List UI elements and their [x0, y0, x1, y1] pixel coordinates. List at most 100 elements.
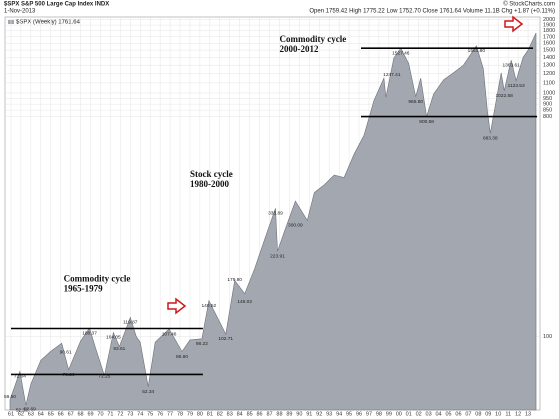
x-tick-label: 04 [436, 411, 442, 417]
y-tick-label: 800 [543, 114, 552, 120]
x-tick-label: 10 [495, 411, 501, 417]
y-tick-label: 950 [543, 96, 552, 102]
annotation-sub: 1980-2000 [190, 179, 229, 189]
price-label: 62.34 [142, 389, 154, 395]
x-tick-label: 77 [167, 411, 173, 417]
price-label: 90.61 [60, 349, 72, 355]
x-tick-label: 73 [127, 411, 133, 417]
y-tick-label: 1900 [543, 22, 555, 28]
x-tick-label: 63 [28, 411, 34, 417]
y-tick-label: 1200 [543, 71, 555, 77]
y-tick-label: 850 [543, 108, 552, 114]
price-label: 1527.46 [392, 50, 410, 56]
price-label: 1561.80 [468, 48, 486, 54]
x-tick-label: 81 [207, 411, 213, 417]
x-tick-label: 61 [8, 411, 14, 417]
x-tick-label: 11 [505, 411, 511, 417]
legend-label: $SPX (Weekly) 1761.64 [16, 20, 81, 26]
x-tick-label: 98 [376, 411, 382, 417]
x-tick-label: 06 [455, 411, 461, 417]
price-label: 119.87 [123, 320, 138, 326]
x-tick-label: 94 [336, 411, 342, 417]
y-tick-label: 1400 [543, 55, 555, 61]
x-tick-label: 91 [306, 411, 312, 417]
x-tick-label: 07 [465, 411, 471, 417]
y-tick-label: 900 [543, 102, 552, 108]
x-tick-label: 90 [296, 411, 302, 417]
x-tick-label: 71 [107, 411, 113, 417]
x-tick-label: 02 [416, 411, 422, 417]
y-tick-label: 1500 [543, 48, 555, 54]
x-tick-label: 68 [78, 411, 84, 417]
x-tick-label: 66 [58, 411, 64, 417]
y-tick-label: 1300 [543, 63, 555, 69]
x-tick-label: 12 [515, 411, 521, 417]
x-tick-label: 76 [157, 411, 163, 417]
date: 1-Nov-2013 [4, 9, 36, 15]
price-label: 107.46 [162, 331, 177, 337]
x-tick-label: 75 [147, 411, 153, 417]
x-tick-label: 00 [396, 411, 402, 417]
price-label: 223.91 [270, 254, 285, 260]
price-label: 300.09 [288, 223, 303, 229]
x-tick-label: 05 [445, 411, 451, 417]
x-tick-label: 72 [117, 411, 123, 417]
annotation-sub: 1965-1979 [64, 283, 103, 293]
price-label: 108.37 [82, 330, 97, 336]
x-tick-label: 09 [485, 411, 491, 417]
x-tick-label: 69 [87, 411, 93, 417]
y-tick-label: 1000 [543, 90, 555, 96]
x-tick-label: 84 [237, 411, 243, 417]
y-tick-label: 1800 [543, 28, 555, 34]
x-tick-label: 87 [266, 411, 272, 417]
price-label: 59.50 [4, 394, 16, 400]
x-tick-label: 88 [276, 411, 282, 417]
x-tick-label: 01 [406, 411, 412, 417]
x-tick-label: 13 [525, 411, 531, 417]
y-tick-label: 1100 [543, 80, 555, 86]
price-label: 102.71 [218, 336, 233, 342]
y-tick-label: 1700 [543, 34, 555, 40]
price-label: 1022.58 [496, 93, 514, 99]
x-tick-label: 95 [346, 411, 352, 417]
chart-title: $SPX S&P 500 Large Cap Index INDX [4, 2, 109, 8]
x-tick-label: 83 [227, 411, 233, 417]
x-tick-label: 67 [68, 411, 74, 417]
y-tick-label: 2000 [543, 17, 555, 23]
price-label: 800.58 [419, 119, 434, 125]
x-tick-label: 64 [38, 411, 44, 417]
x-tick-label: 97 [366, 411, 372, 417]
price-label: 179.80 [227, 277, 242, 283]
price-label: 140.52 [202, 303, 217, 309]
price-label: 72.04 [14, 374, 26, 380]
x-tick-label: 79 [187, 411, 193, 417]
price-label: 73.20 [63, 372, 75, 378]
x-tick-label: 89 [286, 411, 292, 417]
y-tick-label: 1600 [543, 41, 555, 47]
x-tick-label: 99 [386, 411, 392, 417]
annotation: Stock cycle [190, 169, 233, 179]
price-label: 335.89 [268, 211, 283, 217]
source: © StockCharts.com [503, 1, 555, 8]
annotation: Commodity cycle [279, 34, 346, 44]
price-label: 146.02 [237, 299, 252, 305]
arrows [167, 15, 524, 315]
price-label: 98.22 [196, 341, 208, 347]
price-label: 1123.53 [508, 83, 525, 89]
x-tick-label: 08 [475, 411, 481, 417]
x-tick-label: 82 [217, 411, 223, 417]
x-tick-label: 86 [257, 411, 263, 417]
price-label: 93.61 [113, 346, 125, 352]
annotation-sub: 2000-2012 [279, 44, 318, 54]
x-tick-label: 93 [326, 411, 332, 417]
x-tick-label: 96 [356, 411, 362, 417]
x-tick-label: 92 [316, 411, 322, 417]
price-label: 86.90 [176, 354, 188, 360]
annotation: Commodity cycle [64, 273, 131, 283]
x-tick-label: 85 [247, 411, 253, 417]
x-tick-label: 74 [137, 411, 143, 417]
x-tick-label: 70 [97, 411, 103, 417]
red-arrow [504, 15, 524, 33]
price-label: 1247.41 [383, 72, 401, 78]
